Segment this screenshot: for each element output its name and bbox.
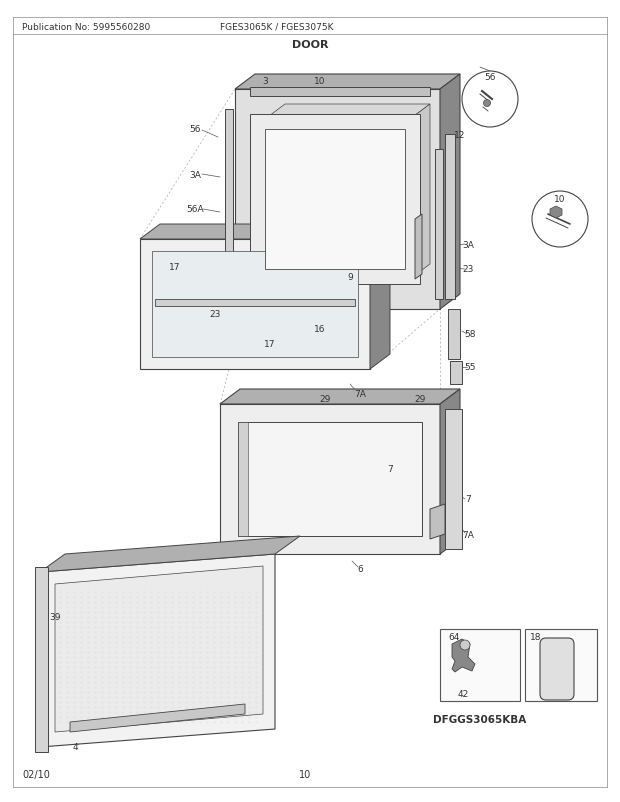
Text: 12: 12 <box>454 131 466 140</box>
Text: 18: 18 <box>530 633 541 642</box>
Text: 29: 29 <box>319 395 330 404</box>
Text: 29: 29 <box>414 395 426 404</box>
Text: 56: 56 <box>189 125 201 134</box>
Polygon shape <box>445 410 462 549</box>
Polygon shape <box>265 130 405 269</box>
Polygon shape <box>250 115 420 285</box>
Text: 16: 16 <box>314 325 326 334</box>
Polygon shape <box>415 215 422 280</box>
Polygon shape <box>410 105 430 280</box>
Polygon shape <box>450 362 462 384</box>
Polygon shape <box>430 504 445 539</box>
Polygon shape <box>550 207 562 219</box>
Text: 58: 58 <box>464 330 476 339</box>
Polygon shape <box>238 423 248 537</box>
Bar <box>525 630 597 701</box>
Text: DOOR: DOOR <box>292 40 328 50</box>
Polygon shape <box>448 310 460 359</box>
Bar <box>440 630 520 701</box>
Polygon shape <box>70 704 245 732</box>
FancyBboxPatch shape <box>540 638 574 700</box>
Text: 7: 7 <box>387 465 393 474</box>
Polygon shape <box>220 390 460 404</box>
Text: 56: 56 <box>484 74 496 83</box>
Text: 10: 10 <box>299 769 311 779</box>
Text: 3A: 3A <box>462 241 474 249</box>
Text: DFGGS3065KBA: DFGGS3065KBA <box>433 714 526 724</box>
Polygon shape <box>440 390 460 554</box>
Text: 17: 17 <box>264 340 276 349</box>
Text: Publication No: 5995560280: Publication No: 5995560280 <box>22 22 150 31</box>
Circle shape <box>462 72 518 128</box>
Polygon shape <box>250 88 430 97</box>
Polygon shape <box>235 90 440 310</box>
Circle shape <box>460 640 470 650</box>
Text: 10: 10 <box>554 195 565 205</box>
Polygon shape <box>238 423 422 537</box>
Polygon shape <box>55 566 263 732</box>
Text: 7: 7 <box>465 495 471 504</box>
Text: 4: 4 <box>72 743 78 751</box>
Polygon shape <box>440 75 460 310</box>
Text: 7A: 7A <box>462 530 474 539</box>
Text: 56A: 56A <box>186 205 204 214</box>
Text: 6: 6 <box>357 565 363 573</box>
Polygon shape <box>152 252 358 358</box>
Text: 10: 10 <box>314 78 326 87</box>
Polygon shape <box>370 225 390 370</box>
Polygon shape <box>435 150 443 300</box>
Text: 23: 23 <box>210 310 221 319</box>
Text: 9: 9 <box>347 273 353 282</box>
Text: 3A: 3A <box>189 170 201 180</box>
Text: 23: 23 <box>463 265 474 274</box>
Polygon shape <box>140 225 390 240</box>
Polygon shape <box>265 119 410 280</box>
Text: 3: 3 <box>262 78 268 87</box>
Text: 17: 17 <box>169 262 181 271</box>
Text: 7A: 7A <box>354 390 366 399</box>
Polygon shape <box>265 105 430 119</box>
Polygon shape <box>220 404 440 554</box>
Text: 39: 39 <box>49 613 61 622</box>
Polygon shape <box>235 75 460 90</box>
Polygon shape <box>445 135 455 300</box>
Circle shape <box>484 100 490 107</box>
Polygon shape <box>40 537 300 573</box>
Text: 42: 42 <box>458 690 469 699</box>
Text: 02/10: 02/10 <box>22 769 50 779</box>
Polygon shape <box>35 567 48 752</box>
Polygon shape <box>140 240 370 370</box>
Polygon shape <box>225 110 233 300</box>
Polygon shape <box>452 639 475 672</box>
Circle shape <box>532 192 588 248</box>
Text: 55: 55 <box>464 363 476 372</box>
Polygon shape <box>155 300 355 306</box>
Polygon shape <box>40 554 275 747</box>
Text: FGES3065K / FGES3075K: FGES3065K / FGES3075K <box>220 22 334 31</box>
Text: 64: 64 <box>448 633 459 642</box>
